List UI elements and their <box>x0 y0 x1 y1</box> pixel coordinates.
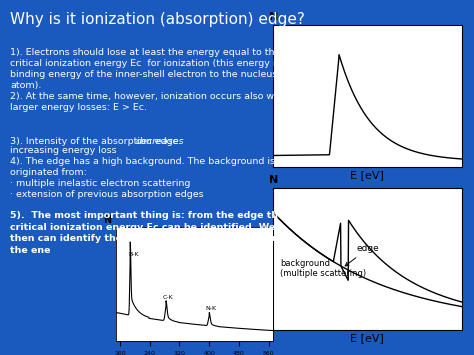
Text: N: N <box>104 215 112 225</box>
Text: 5).  The most important thing is: from the edge the
critical ionization energy E: 5). The most important thing is: from th… <box>10 211 285 255</box>
Text: 3). Intensity of the absorption edge: 3). Intensity of the absorption edge <box>10 137 182 146</box>
Text: edge: edge <box>345 244 379 266</box>
Text: B-K: B-K <box>129 252 139 257</box>
Text: 1). Electrons should lose at least the energy equal to the
critical ionization e: 1). Electrons should lose at least the e… <box>10 48 299 124</box>
Text: Why is it ionization (absorption) edge?: Why is it ionization (absorption) edge? <box>10 12 305 27</box>
Text: 4). The edge has a high background. The background is
originated from:
· multipl: 4). The edge has a high background. The … <box>10 157 275 199</box>
X-axis label: E [eV]: E [eV] <box>350 333 384 343</box>
Text: background
(multiple scattering): background (multiple scattering) <box>280 259 366 278</box>
Text: N: N <box>269 12 278 22</box>
Text: N-K: N-K <box>206 306 217 311</box>
Text: N: N <box>269 175 278 185</box>
Text: increasing energy loss: increasing energy loss <box>10 146 117 155</box>
X-axis label: E [eV]: E [eV] <box>350 170 384 180</box>
Text: C-K: C-K <box>163 295 173 300</box>
Text: decreases: decreases <box>136 137 184 146</box>
